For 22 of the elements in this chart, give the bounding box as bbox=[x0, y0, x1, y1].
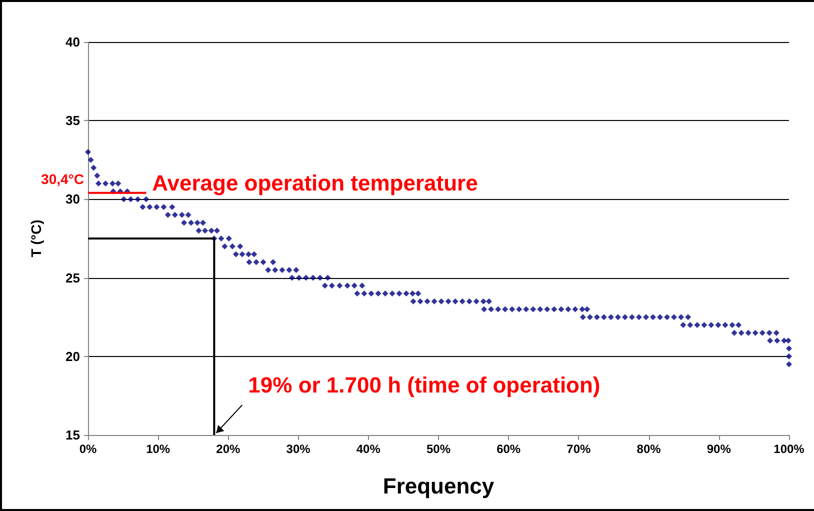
x-axis-title: Frequency bbox=[382, 474, 495, 498]
y-tick-label: 15 bbox=[66, 428, 80, 442]
y-tick-label: 35 bbox=[66, 113, 80, 128]
y-tick-label: 40 bbox=[66, 34, 80, 50]
y-tick-label: 20 bbox=[66, 348, 80, 364]
x-tick-label: 20% bbox=[216, 442, 241, 456]
x-tick-label: 70% bbox=[566, 442, 592, 456]
x-tick-label: 100% bbox=[774, 442, 805, 456]
x-tick-label: 40% bbox=[356, 442, 381, 456]
x-tick-label: 90% bbox=[706, 442, 732, 456]
y-tick-label: 30 bbox=[66, 192, 80, 207]
y-tick-label: 25 bbox=[66, 270, 80, 286]
x-tick-label: 80% bbox=[636, 442, 662, 456]
x-tick-label: 50% bbox=[426, 442, 451, 456]
annotation: 19% or 1.700 h (time of operation) bbox=[248, 372, 600, 398]
y-axis-title: T (°C) bbox=[28, 220, 44, 258]
x-tick-label: 30% bbox=[286, 442, 311, 456]
annotation: Average operation temperature bbox=[152, 170, 478, 196]
annotation: 30,4°C bbox=[41, 170, 84, 187]
x-tick-label: 0% bbox=[79, 442, 97, 456]
x-tick-label: 10% bbox=[146, 442, 170, 456]
x-tick-label: 60% bbox=[496, 442, 521, 456]
